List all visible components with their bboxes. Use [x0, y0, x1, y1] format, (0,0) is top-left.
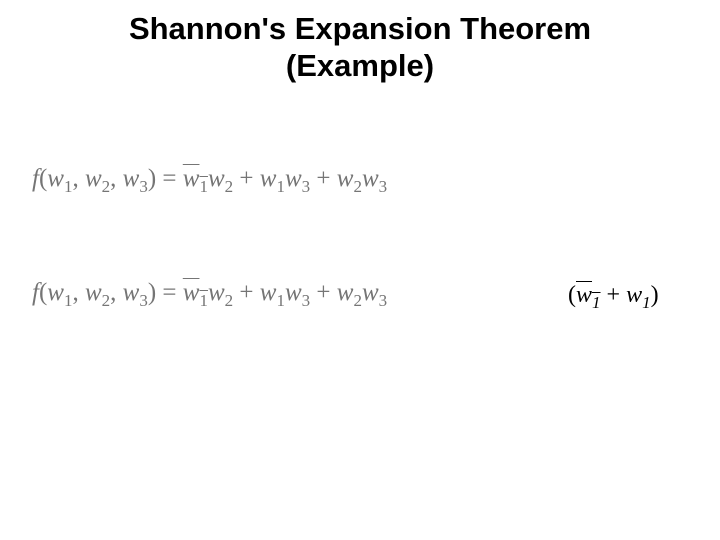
- plus: +: [310, 279, 337, 306]
- title-line-1: Shannon's Expansion Theorem: [129, 11, 591, 46]
- sep: ,: [110, 165, 123, 192]
- term-w2b: w: [337, 279, 354, 306]
- term-w2: w: [208, 165, 225, 192]
- term-w2: w: [208, 279, 225, 306]
- var-w1-bar: w: [576, 282, 592, 308]
- term-sub-1b: 1: [276, 177, 285, 196]
- term-sub-1: 1: [199, 177, 208, 196]
- sub-2: 2: [102, 177, 111, 196]
- term-w1: w: [260, 165, 277, 192]
- sub-3: 3: [139, 177, 148, 196]
- var-w3: w: [123, 165, 140, 192]
- slide-title: Shannon's Expansion Theorem (Example): [0, 10, 720, 84]
- term-w2b: w: [337, 165, 354, 192]
- title-line-2: (Example): [286, 48, 434, 83]
- sep: ,: [110, 279, 123, 306]
- close-paren: ): [148, 279, 156, 306]
- term-sub-2b: 2: [353, 291, 362, 310]
- var-w2: w: [85, 165, 102, 192]
- term-w3b: w: [362, 279, 379, 306]
- equation-2: f(w1, w2, w3) = w1w2 + w1w3 + w2w3: [32, 279, 387, 311]
- equals: =: [156, 165, 183, 192]
- function-symbol: f: [32, 165, 39, 192]
- equals: =: [156, 279, 183, 306]
- term-sub-1: 1: [199, 291, 208, 310]
- sub-1: 1: [592, 293, 601, 312]
- sub-1b: 1: [642, 293, 651, 312]
- term-w3b: w: [362, 165, 379, 192]
- var-w1: w: [626, 282, 642, 308]
- plus: +: [310, 165, 337, 192]
- var-w1: w: [47, 165, 64, 192]
- open-paren: (: [568, 282, 576, 308]
- plus: +: [233, 165, 260, 192]
- close-paren: ): [148, 165, 156, 192]
- function-symbol: f: [32, 279, 39, 306]
- plus: +: [233, 279, 260, 306]
- sub-3: 3: [139, 291, 148, 310]
- equation-1: f(w1, w2, w3) = w1w2 + w1w3 + w2w3: [32, 165, 387, 197]
- term-sub-2: 2: [225, 177, 234, 196]
- var-w2: w: [85, 279, 102, 306]
- term-w3: w: [285, 279, 302, 306]
- term-w1-bar: w: [183, 165, 200, 192]
- term-w3: w: [285, 165, 302, 192]
- slide: Shannon's Expansion Theorem (Example) f(…: [0, 0, 720, 540]
- term-sub-3b: 3: [379, 177, 388, 196]
- term-w1-bar: w: [183, 279, 200, 306]
- appendix-term: (w1 + w1): [568, 282, 659, 313]
- var-w1: w: [47, 279, 64, 306]
- term-sub-3: 3: [302, 177, 311, 196]
- sep: ,: [72, 165, 85, 192]
- term-w1: w: [260, 279, 277, 306]
- plus: +: [601, 282, 627, 308]
- term-sub-1b: 1: [276, 291, 285, 310]
- sep: ,: [72, 279, 85, 306]
- sub-2: 2: [102, 291, 111, 310]
- term-sub-3b: 3: [379, 291, 388, 310]
- close-paren: ): [651, 282, 659, 308]
- term-sub-2: 2: [225, 291, 234, 310]
- term-sub-3: 3: [302, 291, 311, 310]
- var-w3: w: [123, 279, 140, 306]
- term-sub-2b: 2: [353, 177, 362, 196]
